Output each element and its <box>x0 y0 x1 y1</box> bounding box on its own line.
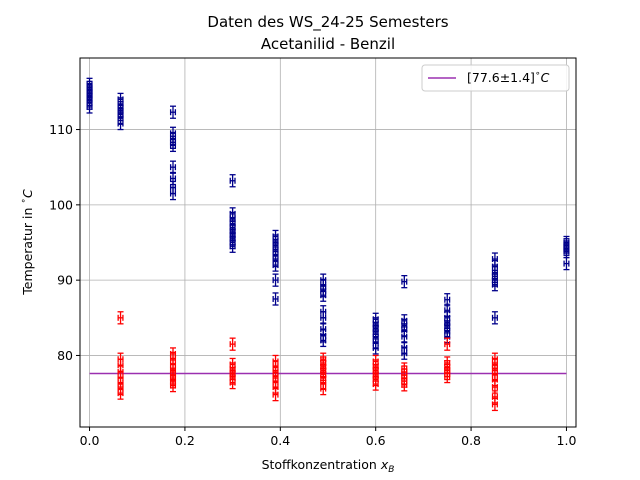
chart-title-line-1: Daten des WS_24-25 Semesters <box>207 13 448 32</box>
eutectic-point-7 <box>117 386 124 400</box>
y-tick-label-2: 100 <box>49 197 73 212</box>
eutectic-point-0 <box>117 311 124 325</box>
liquidus-point-16 <box>169 105 177 119</box>
liquidus-point-42 <box>272 273 279 287</box>
liquidus-point-52 <box>320 333 327 348</box>
liquidus-point-86 <box>563 256 570 271</box>
legend-label-unit: C <box>541 70 550 85</box>
grid <box>80 58 576 427</box>
legend-box <box>421 64 570 92</box>
plot-frame <box>79 57 577 428</box>
liquidus-point-8 <box>86 100 93 114</box>
liquidus-point-79 <box>491 277 498 292</box>
liquidus-point-41 <box>272 258 279 272</box>
liquidus-point-59 <box>372 341 379 355</box>
eutectic-point-49 <box>444 337 451 351</box>
legend-label-value: [77.6±1.4] <box>467 70 535 85</box>
liquidus-point-80 <box>491 311 498 325</box>
eutectic-point-21 <box>229 375 236 390</box>
x-tick-label-1: 0.2 <box>175 433 195 448</box>
x-axis-label-sub: B <box>388 465 394 475</box>
liquidus-point-24 <box>169 186 177 201</box>
eutectic-point-28 <box>272 387 279 402</box>
y-tick-label-3: 110 <box>49 122 73 137</box>
y-axis-label-unit: C <box>20 189 35 198</box>
liquidus-point-25 <box>229 174 236 188</box>
x-axis-label: Stoffkonzentration xB <box>262 457 395 475</box>
eutectic-point-36 <box>320 381 327 396</box>
y-tick-label-1: 90 <box>57 273 73 288</box>
y-axis-label-text: Temperatur in <box>20 204 35 296</box>
legend: [77.6±1.4]∘C <box>421 64 570 92</box>
legend-label: [77.6±1.4]∘C <box>467 69 550 85</box>
liquidus-point-34 <box>229 239 236 253</box>
liquidus-point-21 <box>169 160 177 174</box>
liquidus-point-20 <box>169 138 177 153</box>
liquidus-point-60 <box>401 274 408 289</box>
liquidus-point-66 <box>401 346 408 360</box>
x-tick-label-3: 0.6 <box>366 433 386 448</box>
y-axis-label: Temperatur in ∘C <box>19 189 35 296</box>
eutectic-point-16 <box>229 337 236 351</box>
eutectic-point-54 <box>444 369 451 384</box>
x-tick-label-4: 0.8 <box>461 433 481 448</box>
x-tick-label-2: 0.4 <box>270 433 290 448</box>
chart-title-line-2: Acetanilid - Benzil <box>261 35 395 53</box>
x-axis-label-var: x <box>380 457 389 472</box>
eutectic-point-15 <box>169 378 177 393</box>
x-axis-label-text: Stoffkonzentration <box>262 457 381 472</box>
liquidus-point-85 <box>563 244 570 259</box>
eutectic-point-48 <box>401 378 408 392</box>
x-tick-label-0: 0.0 <box>80 433 100 448</box>
data-points <box>86 77 570 412</box>
liquidus-point-15 <box>117 116 124 131</box>
liquidus-point-47 <box>320 288 327 302</box>
liquidus-point-43 <box>272 292 279 306</box>
eutectic-point-42 <box>372 377 379 391</box>
x-axis-ticks: 0.0 0.2 0.4 0.6 0.8 1.0 <box>80 427 577 448</box>
y-axis-ticks: 80 90 100 110 <box>49 122 80 363</box>
y-tick-label-0: 80 <box>57 348 73 363</box>
eutectic-point-62 <box>491 397 498 412</box>
x-tick-label-5: 1.0 <box>557 433 577 448</box>
